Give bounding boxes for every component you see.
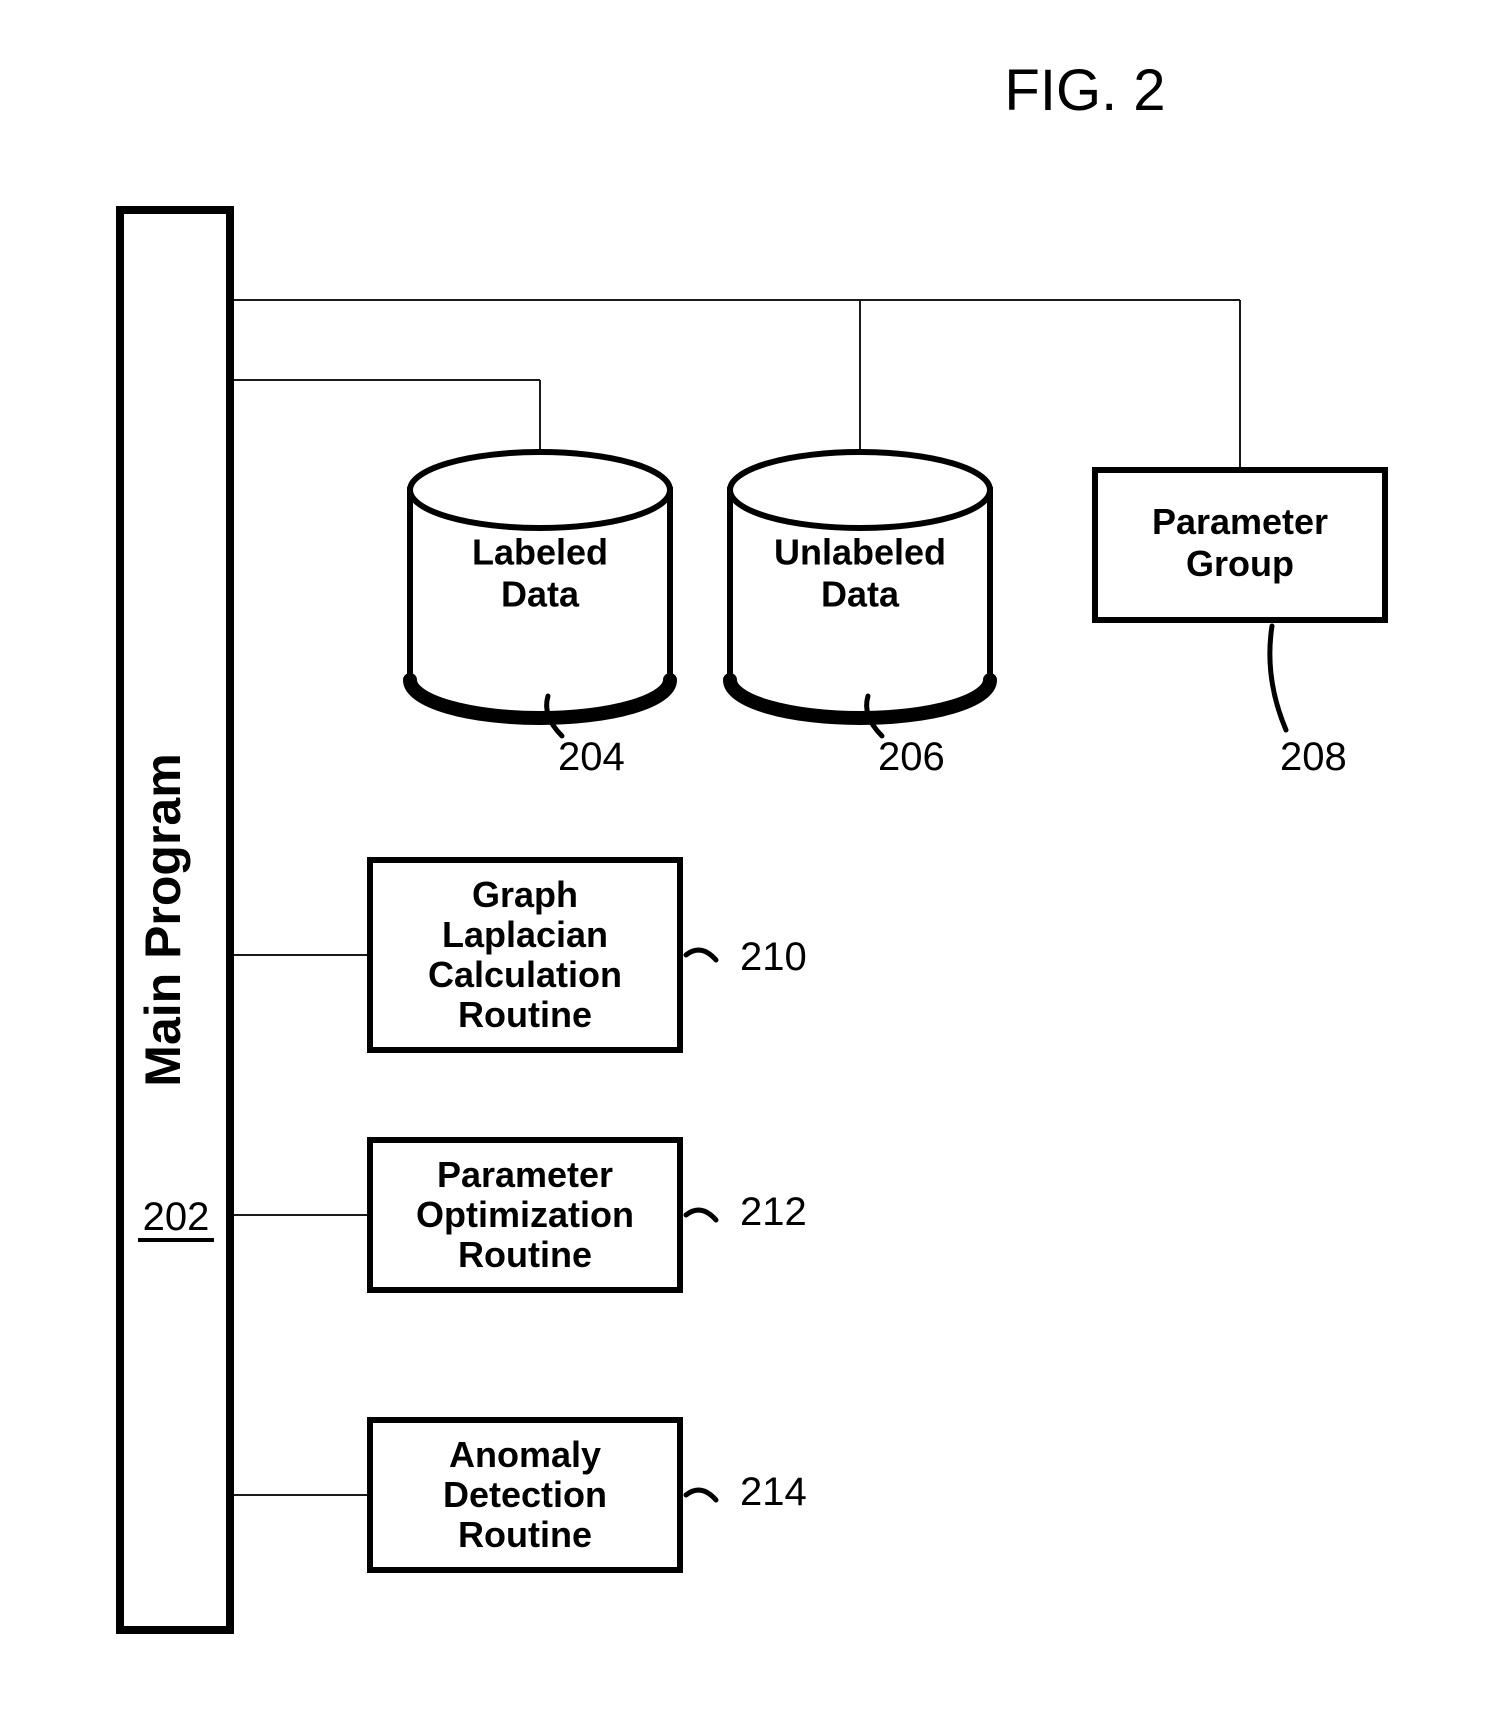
param-opt-ref: 212 (740, 1190, 807, 1234)
param-opt-label-line-0: Parameter (437, 1154, 613, 1195)
graph-laplacian-label-line-0: Graph (472, 874, 578, 915)
unlabeled-data-cylinder-label-line-0: Unlabeled (774, 532, 946, 573)
param-opt-label-line-1: Optimization (416, 1194, 634, 1235)
parameter-group-label-line-0: Parameter (1152, 501, 1328, 542)
graph-laplacian-label-line-3: Routine (458, 994, 592, 1035)
anomaly-label-line-1: Detection (443, 1474, 607, 1515)
labeled-data-cylinder-ref: 204 (558, 735, 625, 779)
unlabeled-data-cylinder-label-line-1: Data (821, 574, 900, 615)
main-program-label: Main Program (135, 753, 191, 1086)
anomaly-ref: 214 (740, 1470, 807, 1514)
ref-202: 202 (143, 1195, 210, 1239)
anomaly-label-line-0: Anomaly (449, 1434, 601, 1475)
graph-laplacian-label-line-2: Calculation (428, 954, 622, 995)
figure-title: FIG. 2 (1004, 58, 1165, 123)
unlabeled-data-cylinder-ref: 206 (878, 735, 945, 779)
anomaly-label-line-2: Routine (458, 1514, 592, 1555)
labeled-data-cylinder-label-line-0: Labeled (472, 532, 608, 573)
parameter-group-ref: 208 (1280, 735, 1347, 779)
param-opt-label-line-2: Routine (458, 1234, 592, 1275)
parameter-group-label-line-1: Group (1186, 543, 1294, 584)
graph-laplacian-ref: 210 (740, 935, 807, 979)
graph-laplacian-label-line-1: Laplacian (442, 914, 608, 955)
labeled-data-cylinder-label-line-1: Data (501, 574, 580, 615)
